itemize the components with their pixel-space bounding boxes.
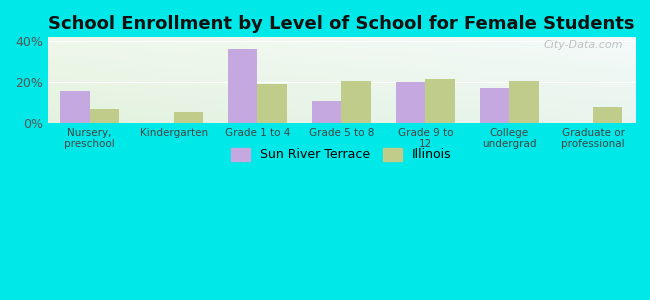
Bar <box>90 110 119 123</box>
Bar <box>228 49 257 123</box>
Bar <box>312 101 341 123</box>
Bar <box>425 79 454 123</box>
Bar <box>509 81 538 123</box>
Bar <box>396 82 425 123</box>
Bar <box>341 81 370 123</box>
Bar <box>257 84 287 123</box>
Bar <box>60 91 90 123</box>
Bar <box>174 112 203 123</box>
Legend: Sun River Terrace, Illinois: Sun River Terrace, Illinois <box>226 142 458 168</box>
Bar <box>480 88 509 123</box>
Bar <box>593 107 623 123</box>
Text: City-Data.com: City-Data.com <box>544 40 623 50</box>
Title: School Enrollment by Level of School for Female Students: School Enrollment by Level of School for… <box>48 15 634 33</box>
